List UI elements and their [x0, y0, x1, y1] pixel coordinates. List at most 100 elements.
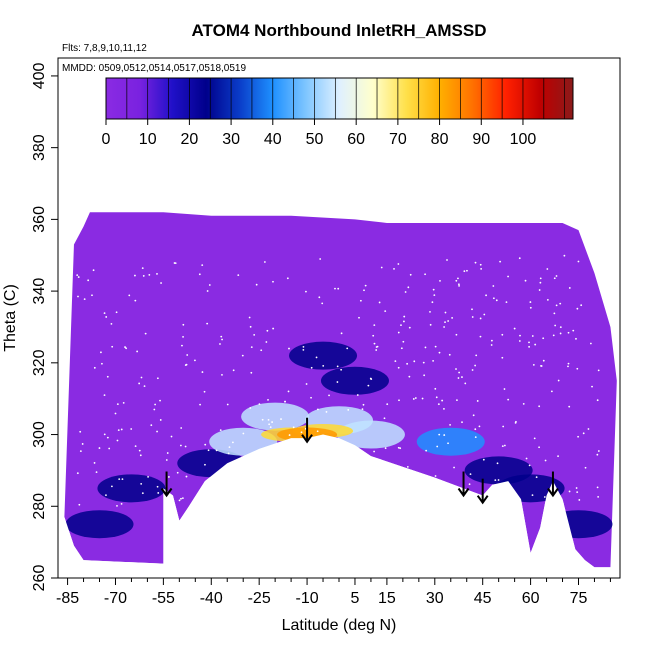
x-axis-label: Latitude (deg N) [282, 617, 397, 634]
sample-dot [534, 343, 537, 346]
sample-dot [505, 301, 508, 304]
sample-dot [546, 268, 549, 270]
sample-dot [336, 381, 339, 383]
sample-dot [437, 403, 440, 406]
x-tick-label: -70 [104, 590, 127, 607]
sample-dot [182, 323, 185, 326]
sample-dot [474, 364, 477, 367]
sample-dot [433, 294, 436, 297]
sample-dot [346, 347, 349, 350]
sample-dot [248, 316, 251, 319]
sample-dot [253, 333, 256, 336]
sample-dot [479, 317, 482, 320]
sample-dot [111, 485, 113, 488]
sample-dot [596, 265, 598, 268]
sample-dot [575, 487, 578, 489]
sample-dot [522, 402, 525, 405]
sample-dot [336, 365, 339, 368]
sample-dot [310, 463, 312, 466]
sample-dot [496, 462, 499, 465]
sample-dot [359, 299, 362, 302]
sample-dot [184, 364, 187, 366]
sample-dot [180, 497, 182, 500]
sample-dot [288, 347, 290, 350]
sample-dot [519, 334, 521, 337]
sample-dot [150, 424, 153, 427]
sample-dot [406, 466, 409, 468]
sample-dot [310, 366, 313, 369]
sample-dot [491, 339, 493, 342]
sample-dot [378, 301, 381, 304]
sample-dot [271, 421, 273, 423]
sample-dots [76, 254, 600, 507]
x-axis: -85 -70 -55 -40 -25 -10 5 15 30 45 60 75 [56, 578, 611, 607]
sample-dot [335, 474, 337, 477]
colorbar-tick-label: 70 [389, 131, 407, 148]
sample-dot [576, 491, 579, 494]
chart-title: ATOM4 Northbound InletRH_AMSSD [192, 21, 487, 40]
colorbar: 0 10 20 30 40 50 60 70 80 90 100 [102, 77, 574, 148]
sample-dot [304, 472, 307, 475]
sample-dot [550, 390, 553, 393]
sample-dot [241, 354, 244, 357]
sample-dot [531, 335, 534, 337]
sample-dot [142, 275, 145, 277]
sample-dot [305, 455, 308, 458]
sample-dot [130, 428, 133, 430]
sample-dot [317, 408, 319, 411]
arrow-head [457, 487, 470, 498]
sample-dot [121, 478, 124, 481]
sample-dot [432, 288, 435, 291]
sample-dot [557, 379, 560, 382]
sample-dot [280, 418, 282, 420]
sample-dot [447, 442, 449, 445]
sample-dot [404, 291, 407, 293]
sample-dot [337, 497, 339, 499]
sample-dot [207, 449, 210, 452]
sample-dot [316, 430, 319, 433]
sample-dot [490, 502, 493, 505]
sample-dot [434, 475, 437, 477]
sample-dot [116, 504, 118, 507]
sample-dot [449, 423, 451, 426]
y-axis: 260 280 300 320 340 360 380 400 [31, 62, 58, 591]
sample-dot [108, 447, 111, 450]
sample-dot [397, 331, 400, 334]
sample-dot [95, 471, 98, 474]
colorbar-tick-label: 30 [222, 131, 240, 148]
sample-dot [115, 311, 118, 314]
sample-dot [524, 279, 527, 282]
sample-dot [260, 349, 263, 352]
sample-dot [502, 425, 505, 428]
sample-dot [404, 501, 407, 504]
sample-dot [380, 266, 383, 269]
sample-dot [408, 326, 411, 329]
sample-dot [563, 254, 566, 257]
colorbar-ticks: 0 10 20 30 40 50 60 70 80 90 100 [102, 119, 536, 148]
sample-dot [87, 279, 90, 282]
sample-dot [166, 452, 169, 454]
sample-dot [490, 344, 493, 346]
sample-dot [408, 375, 411, 378]
sample-dot [441, 491, 444, 494]
sample-dot [249, 407, 252, 409]
sample-dot [237, 274, 240, 276]
sample-dot [394, 360, 397, 363]
sample-dot [77, 276, 80, 278]
sample-dot [434, 345, 437, 348]
sample-dot [398, 399, 400, 402]
y-tick-label: 300 [31, 421, 48, 448]
sample-dot [422, 479, 425, 482]
sample-dot [535, 476, 538, 479]
sample-dot [555, 275, 558, 277]
sample-dot [363, 289, 365, 292]
sample-dot [572, 329, 575, 332]
sample-dot [111, 345, 114, 348]
sample-dot [596, 399, 599, 402]
sample-dot [328, 448, 330, 451]
sample-dot [384, 447, 387, 450]
sample-dot [321, 302, 324, 305]
sample-dot [441, 399, 444, 402]
sample-dot [231, 441, 234, 444]
